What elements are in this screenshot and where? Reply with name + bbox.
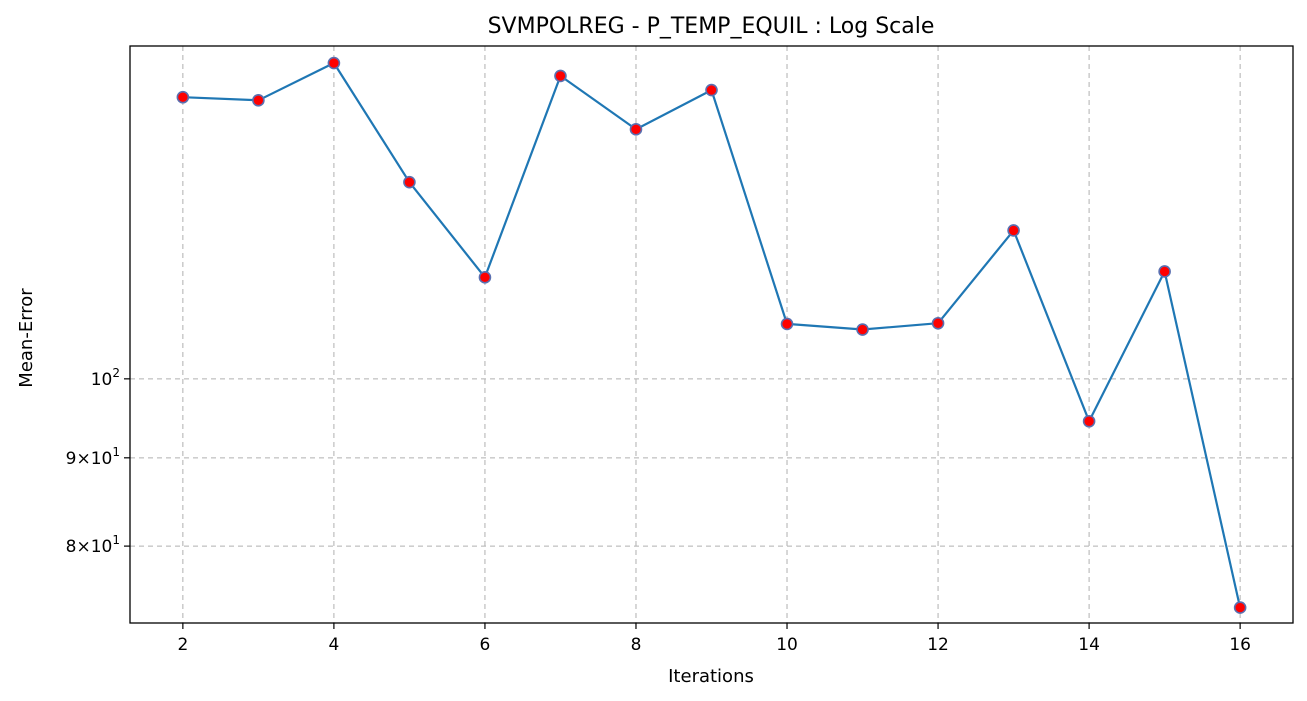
y-tick-mantissa: 8 — [66, 537, 77, 557]
x-tick-label: 2 — [177, 635, 188, 655]
y-tick-label: 9×101 — [66, 445, 120, 469]
data-point — [629, 123, 643, 136]
x-tick-label: 16 — [1229, 635, 1251, 655]
grid-layer — [130, 46, 1293, 623]
y-tick-times: × — [76, 449, 90, 469]
data-point — [705, 83, 718, 97]
x-tick-label: 8 — [631, 635, 642, 655]
y-tick-base: 10 — [91, 537, 113, 557]
data-point — [554, 69, 567, 83]
x-tick-label: 10 — [776, 635, 798, 655]
x-tick-label: 12 — [927, 635, 949, 655]
data-point — [780, 317, 794, 331]
data-point — [478, 271, 492, 284]
y-tick-exponent: 2 — [112, 366, 120, 380]
x-axis-label: Iterations — [668, 666, 754, 687]
chart-title: SVMPOLREG - P_TEMP_EQUIL : Log Scale — [488, 14, 935, 39]
data-point — [1233, 601, 1247, 614]
y-tick-mantissa: 9 — [66, 449, 77, 469]
y-tick-base: 10 — [91, 370, 113, 390]
plot-frame — [129, 45, 1294, 624]
y-axis-label: Mean-Error — [16, 288, 37, 388]
data-point — [931, 316, 945, 330]
data-point — [1007, 224, 1020, 237]
y-tick-times: × — [76, 537, 90, 557]
x-tick-label: 6 — [480, 635, 491, 655]
y-tick-exponent: 1 — [112, 533, 120, 547]
data-point — [1082, 414, 1096, 428]
series-line — [182, 61, 1242, 608]
data-point — [856, 323, 869, 336]
y-tick-base: 10 — [91, 449, 113, 469]
data-point — [176, 90, 190, 104]
x-tick-label: 14 — [1078, 635, 1100, 655]
y-tick-exponent: 1 — [112, 445, 120, 459]
y-tick-label: 8×101 — [66, 533, 120, 557]
y-tick-label: 102 — [91, 366, 120, 390]
data-point — [327, 56, 341, 70]
series-layer — [176, 56, 1247, 614]
data-point — [1158, 265, 1171, 278]
x-tick-label: 4 — [328, 635, 339, 655]
data-point — [252, 94, 265, 107]
data-point — [403, 175, 416, 189]
